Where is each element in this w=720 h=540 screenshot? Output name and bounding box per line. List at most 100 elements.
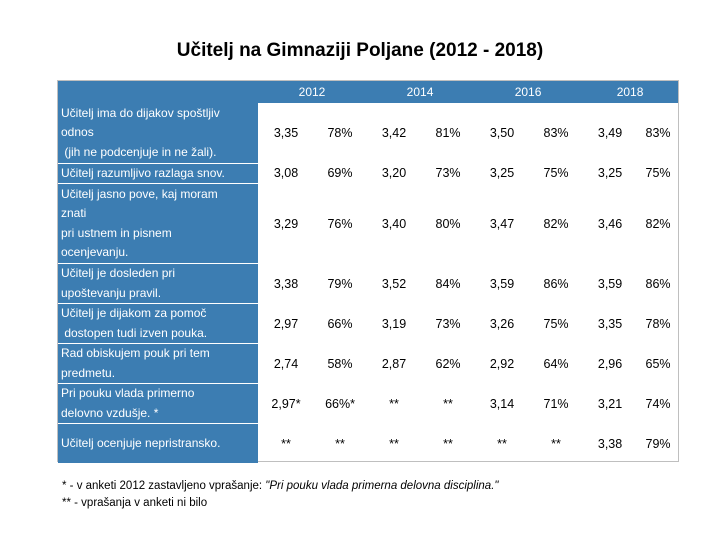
mean-score-cell: **: [389, 436, 399, 451]
row-label: Rad obiskujem pouk pri tem predmetu.: [58, 343, 258, 384]
mean-score-cell: 3,35: [273, 126, 299, 140]
mean-score-cell: 3,38: [273, 276, 299, 291]
percent-cell: **: [551, 436, 561, 451]
year-header: 2014: [366, 81, 475, 103]
percent-cell: 84%: [435, 276, 461, 291]
row-label-line: (jih ne podcenjuje in ne žali).: [61, 144, 217, 159]
header-corner: [58, 81, 258, 103]
year-header: 2012: [258, 81, 367, 103]
row-label: Učitelj jasno pove, kaj moram znati pri us…: [58, 183, 258, 264]
percent-cell: 86%: [645, 276, 671, 291]
mean-score-cell: 3,19: [381, 316, 407, 331]
percent-cell: 66%: [327, 316, 353, 331]
percent-cell: **: [443, 436, 453, 451]
percent-cell: 75%: [543, 166, 569, 181]
mean-score-cell: 2,97: [273, 316, 299, 331]
percent-cell: 58%: [327, 356, 353, 371]
percent-cell: 78%: [327, 126, 353, 140]
row-label-line: pri ustnem in pisnem: [61, 225, 172, 240]
mean-score-cell: 3,25: [489, 166, 515, 181]
row-label-line: Učitelj je dosleden pri: [61, 266, 176, 280]
row-label-line: dostopen tudi izven pouka.: [61, 325, 208, 340]
table-row: Učitelj jasno pove, kaj moram znati pri us…: [58, 183, 678, 264]
table-row: Učitelj je dijakom za pomoč dostopen tud…: [58, 303, 678, 344]
table-row: Rad obiskujem pouk pri tem predmetu. 2,74 5…: [58, 343, 678, 384]
mean-score-cell: **: [497, 436, 507, 451]
table-row: Pri pouku vlada primerno delovno vzdušje.…: [58, 383, 678, 424]
mean-score-cell: 3,46: [597, 216, 623, 231]
mean-score-cell: 3,38: [597, 436, 623, 451]
percent-cell: 65%: [645, 356, 671, 371]
row-label-line: Učitelj razumljivo razlaga snov.: [61, 165, 225, 180]
year-header: 2018: [582, 81, 679, 103]
percent-cell: 83%: [645, 126, 671, 140]
percent-cell: 66%*: [325, 396, 355, 411]
mean-score-cell: 3,35: [597, 316, 623, 331]
percent-cell: 79%: [327, 276, 353, 291]
table-row: Učitelj ocenjuje nepristransko. ** ** ** ** *…: [58, 423, 678, 464]
percent-cell: 71%: [543, 396, 569, 411]
percent-cell: 69%: [327, 166, 353, 181]
percent-cell: 82%: [645, 216, 671, 231]
percent-cell: 86%: [543, 276, 569, 291]
mean-score-cell: 2,97*: [271, 396, 301, 411]
year-header: 2016: [474, 81, 583, 103]
row-label-line: Učitelj ocenjuje nepristransko.: [61, 435, 221, 450]
percent-cell: 73%: [435, 316, 461, 331]
footnote-1: * - v anketi 2012 zastavljeno vprašanje:…: [62, 478, 498, 495]
row-label: Pri pouku vlada primerno delovno vzdušje.…: [58, 383, 258, 424]
table-frame: [57, 80, 679, 462]
row-label-line: Učitelj jasno pove, kaj moram: [61, 186, 218, 201]
mean-score-cell: 3,50: [489, 126, 515, 140]
row-label-line: Učitelj ima do dijakov spoštljiv: [61, 105, 220, 120]
mean-score-cell: 2,74: [273, 356, 299, 371]
percent-cell: 78%: [645, 316, 671, 331]
mean-score-cell: 3,59: [489, 276, 515, 291]
row-label-line: znati: [61, 206, 87, 220]
footnote-1-prefix: * - v anketi 2012 zastavljeno vprašanje:: [62, 480, 266, 492]
year-header-row: 2012 2014 2016 2018: [58, 81, 679, 103]
row-label-line: Rad obiskujem pouk pri tem: [61, 346, 210, 360]
mean-score-cell: 2,96: [597, 356, 623, 371]
mean-score-cell: 3,40: [381, 216, 407, 231]
mean-score-cell: 2,92: [489, 356, 515, 371]
footnote-1-quote: "Pri pouku vlada primerna delovna discip…: [265, 480, 499, 492]
row-label-line: upoštevanju pravil.: [61, 285, 162, 300]
mean-score-cell: 3,08: [273, 166, 299, 181]
mean-score-cell: 3,52: [381, 276, 407, 291]
mean-score-cell: 3,42: [381, 126, 407, 140]
page-title: Učitelj na Gimnaziji Poljane (2012 - 201…: [176, 40, 544, 61]
percent-cell: 74%: [645, 396, 671, 411]
row-label-line: delovno vzdušje. *: [61, 405, 159, 420]
percent-cell: 75%: [645, 166, 671, 181]
row-label: Učitelj je dijakom za pomoč dostopen tud…: [58, 303, 258, 344]
footnotes: * - v anketi 2012 zastavljeno vprašanje:…: [62, 478, 498, 512]
percent-cell: 81%: [435, 126, 461, 140]
table-row: Učitelj ima do dijakov spoštljiv odnos (j…: [58, 103, 678, 164]
mean-score-cell: 3,25: [597, 166, 623, 181]
row-label-line: Učitelj je dijakom za pomoč: [61, 306, 207, 320]
percent-cell: 75%: [543, 316, 569, 331]
mean-score-cell: 3,21: [597, 396, 623, 411]
row-label-line: Pri pouku vlada primerno: [61, 386, 195, 400]
table-row: Učitelj je dosleden pri upoštevanju pravi…: [58, 263, 678, 304]
percent-cell: 83%: [543, 126, 569, 140]
row-label-line: odnos: [61, 125, 94, 139]
table-row: Učitelj razumljivo razlaga snov. 3,08 69% 3…: [58, 163, 678, 184]
row-label-line: predmetu.: [61, 365, 116, 380]
mean-score-cell: 3,20: [381, 166, 407, 181]
mean-score-cell: 3,26: [489, 316, 515, 331]
mean-score-cell: **: [281, 436, 291, 451]
percent-cell: **: [443, 396, 453, 411]
mean-score-cell: **: [389, 396, 399, 411]
row-label-line: ocenjevanju.: [61, 245, 129, 259]
row-label: Učitelj ocenjuje nepristransko.: [58, 423, 258, 464]
footnote-2: ** - vprašanja v anketi ni bilo: [62, 497, 208, 509]
percent-cell: 73%: [435, 166, 461, 181]
mean-score-cell: 3,59: [597, 276, 623, 291]
survey-table: 2012 2014 2016 2018 Učitelj ima do dijak…: [58, 81, 679, 464]
row-label: Učitelj razumljivo razlaga snov.: [58, 163, 258, 184]
percent-cell: 82%: [543, 216, 569, 231]
mean-score-cell: 3,49: [597, 126, 623, 140]
percent-cell: 64%: [543, 356, 569, 371]
